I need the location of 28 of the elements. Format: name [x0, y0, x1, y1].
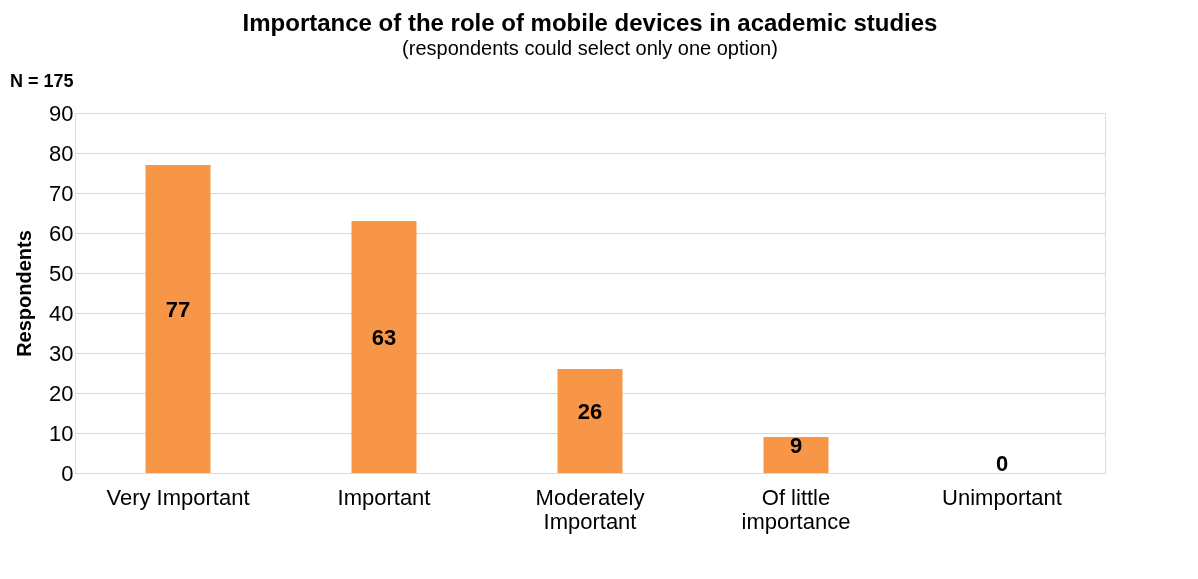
y-tick-label: 0	[61, 460, 74, 486]
x-tick-label: Very Important	[106, 484, 250, 510]
y-tick-label: 30	[49, 340, 74, 366]
y-tick-label: 80	[49, 140, 74, 166]
data-label: 9	[789, 433, 803, 458]
data-label: 26	[577, 399, 603, 424]
y-tick-label: 60	[49, 220, 74, 246]
y-axis-title: Respondents	[13, 230, 36, 357]
x-tick-label: Of little importance	[741, 484, 851, 534]
y-tick-label: 20	[49, 380, 74, 406]
y-tick-label: 10	[49, 420, 74, 446]
bar	[763, 437, 829, 473]
x-tick-label: Unimportant	[942, 484, 1062, 510]
y-tick-label: 40	[49, 300, 74, 326]
data-label: 77	[165, 297, 191, 322]
text: N = 175	[10, 71, 74, 91]
y-tick-label: 70	[49, 180, 74, 206]
bar	[557, 369, 623, 473]
x-tick-label: Important	[337, 484, 431, 510]
y-tick-label: 90	[49, 100, 74, 126]
x-tick-label: Moderately Important	[535, 484, 645, 534]
data-label: 63	[371, 325, 397, 350]
bar	[145, 165, 211, 473]
chart-title: Importance of the role of mobile devices in academic studies	[242, 9, 938, 36]
data-label: 0	[995, 451, 1009, 476]
bar	[351, 221, 417, 473]
y-tick-label: 50	[49, 260, 74, 286]
chart-subtitle: (respondents could select only one option)	[402, 37, 778, 59]
